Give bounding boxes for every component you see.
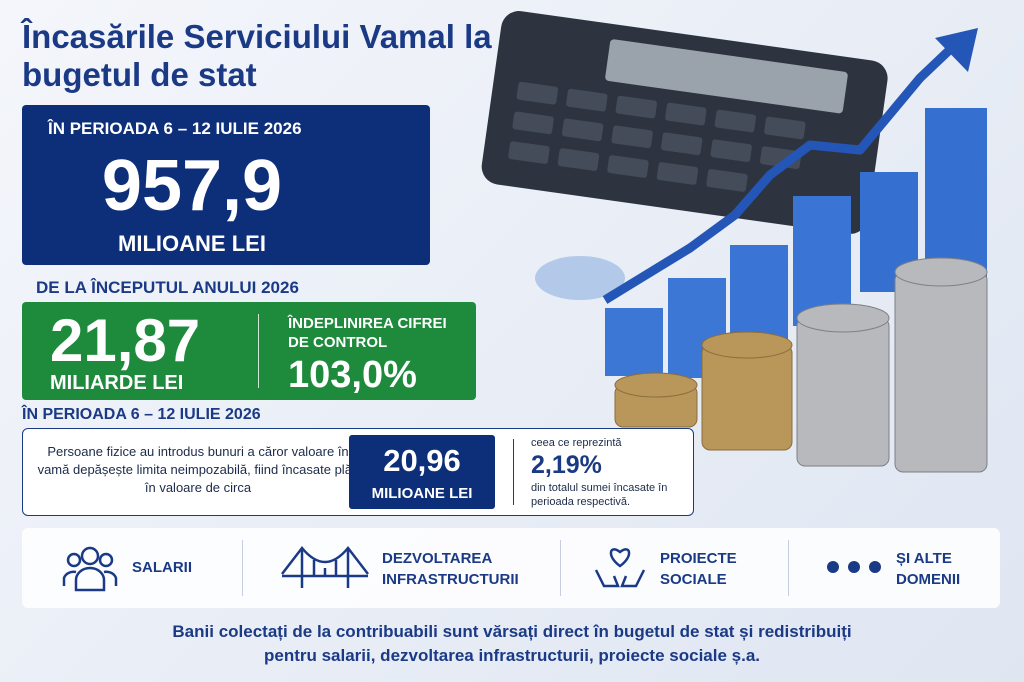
- year-unit: MILIARDE LEI: [50, 372, 184, 394]
- weekly-panel: ÎN PERIOADA 6 – 12 IULIE 2026 957,9 MILI…: [22, 105, 430, 265]
- year-panel: 21,87 MILIARDE LEI ÎNDEPLINIREA CIFREI D…: [22, 302, 476, 400]
- bars: [605, 108, 987, 378]
- share-intro: ceea ce reprezintă: [531, 437, 622, 449]
- persons-period: ÎN PERIOADA 6 – 12 IULIE 2026: [22, 406, 261, 423]
- title: Încasările Serviciului Vamal la bugetul …: [22, 18, 492, 93]
- divider: [513, 439, 514, 505]
- persons-box: 20,96 MILIOANE LEI: [349, 435, 495, 509]
- persons-amount: 20,96: [383, 443, 461, 478]
- weekly-amount: 957,9: [101, 146, 283, 226]
- people-icon: [62, 546, 118, 592]
- use-label: ȘI ALTE DOMENII: [896, 550, 961, 588]
- dots-icon: [827, 561, 881, 573]
- trend-arrow: [602, 36, 964, 304]
- paper-pie: [535, 256, 625, 300]
- uses-panel: SALARII DEZVOLTAREA INFRASTRUCTURII PROI…: [22, 528, 1000, 608]
- weekly-period: ÎN PERIOADA 6 – 12 IULIE 2026: [48, 119, 302, 138]
- target-label: ÎNDEPLINIREA CIFREI DE CONTROL: [288, 315, 447, 351]
- share-note: din totalul sumei încasate în perioada r…: [531, 482, 668, 508]
- coins: [614, 331, 793, 451]
- share-value: 2,19%: [531, 451, 602, 479]
- arrow-head: [935, 28, 978, 72]
- persons-unit: MILIOANE LEI: [371, 485, 473, 502]
- use-label: DEZVOLTAREA INFRASTRUCTURII: [382, 550, 519, 588]
- persons-description: Persoane fizice au introdus bunuri a căr…: [37, 444, 359, 495]
- divider: [788, 540, 789, 596]
- silver-coins: [796, 257, 988, 473]
- year-period: DE LA ÎNCEPUTUL ANULUI 2026: [36, 278, 299, 297]
- calculator: [481, 11, 888, 234]
- persons-panel: Persoane fizice au introdus bunuri a căr…: [22, 428, 694, 516]
- divider: [258, 314, 259, 388]
- care-icon: [594, 548, 646, 588]
- bridge-icon: [281, 545, 369, 588]
- use-label: PROIECTE SOCIALE: [660, 550, 737, 588]
- divider: [242, 540, 243, 596]
- footer-text: Banii colectați de la contribuabili sunt…: [172, 622, 852, 665]
- year-amount: 21,87: [50, 307, 201, 374]
- weekly-unit: MILIOANE LEI: [118, 231, 266, 256]
- divider: [560, 540, 561, 596]
- target-value: 103,0%: [288, 354, 417, 396]
- use-label: SALARII: [132, 559, 192, 576]
